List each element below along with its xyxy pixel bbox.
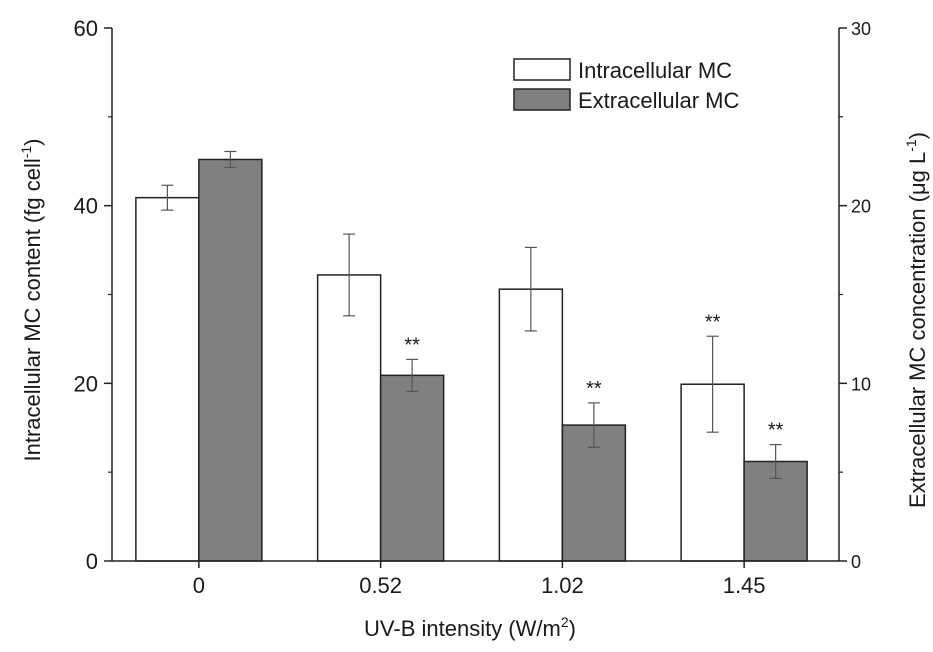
significance-label: ** [586, 378, 602, 400]
left-y-tick-label: 60 [74, 16, 98, 41]
significance-label: ** [768, 420, 784, 442]
x-tick-label: 0.52 [359, 573, 402, 598]
x-tick-label: 0 [193, 573, 205, 598]
bar-intracellular-0 [136, 198, 199, 561]
significance-label: ** [705, 311, 721, 333]
left-y-axis-title: Intracellular MC content (fg cell-1) [18, 138, 45, 461]
left-y-tick-label: 20 [74, 371, 98, 396]
right-y-axis-title: Extracellular MC concentration (μg L-1) [903, 132, 930, 508]
bars-layer: ** ** ** ** [136, 151, 807, 561]
legend: Intracellular MC Extracellular MC [514, 58, 739, 113]
legend-label-extracellular: Extracellular MC [578, 88, 739, 113]
x-axis-title: UV-B intensity (W/m2) [364, 614, 576, 641]
bar-extracellular-0 [199, 159, 262, 561]
right-y-tick-label: 10 [851, 374, 871, 394]
legend-label-intracellular: Intracellular MC [578, 58, 732, 83]
left-y-tick-label: 0 [86, 549, 98, 574]
legend-swatch-intracellular [514, 59, 570, 80]
legend-swatch-extracellular [514, 89, 570, 110]
x-tick-label: 1.45 [723, 573, 766, 598]
right-y-tick-label: 20 [851, 197, 871, 217]
right-y-tick-label: 0 [851, 552, 861, 572]
bar-intracellular-1 [318, 275, 381, 561]
bar-extracellular-1 [381, 375, 444, 561]
x-tick-label: 1.02 [541, 573, 584, 598]
significance-label: ** [404, 334, 420, 356]
right-y-tick-label: 30 [851, 19, 871, 39]
left-y-tick-label: 40 [74, 194, 98, 219]
